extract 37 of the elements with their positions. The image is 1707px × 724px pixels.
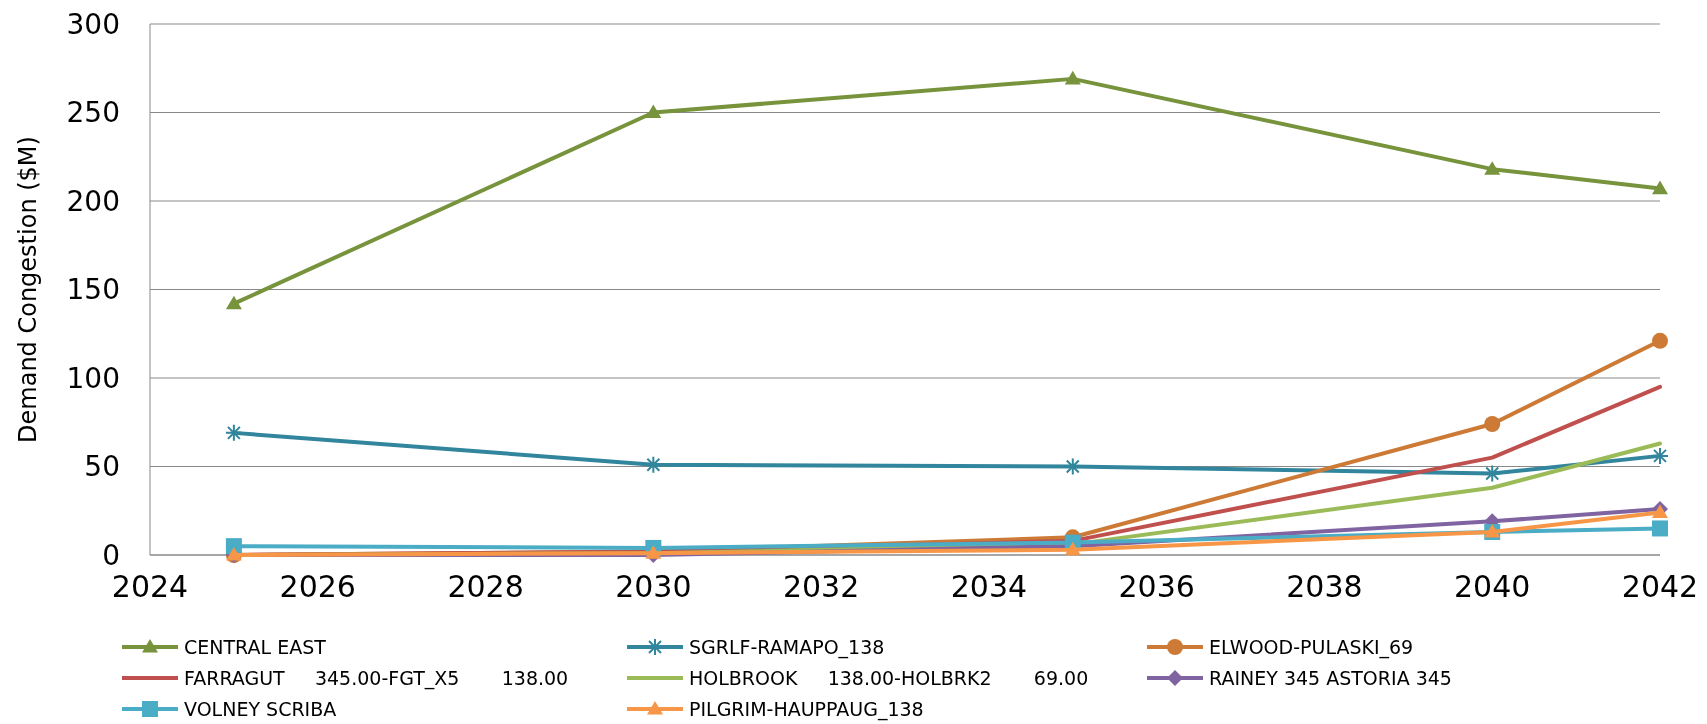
x-tick-label: 2034: [950, 569, 1028, 604]
point: [1484, 416, 1501, 433]
point: [1652, 332, 1668, 349]
point: [225, 295, 242, 310]
y-tick-label: 150: [66, 273, 120, 307]
point: [1064, 70, 1081, 85]
legend-label: VOLNEY SCRIBA: [184, 697, 337, 720]
point: [645, 104, 662, 119]
x-tick-label: 2028: [447, 569, 524, 604]
x-tick-label: 2024: [111, 569, 189, 604]
y-axis-title: Demand Congestion ($M): [14, 136, 42, 443]
point: [1484, 161, 1501, 175]
x-tick-label: 2040: [1454, 569, 1531, 604]
point: [1652, 180, 1668, 195]
legend-label: PILGRIM-HAUPPAUG_138: [689, 697, 924, 721]
x-tick-label: 2042: [1621, 569, 1699, 604]
y-tick-label: 250: [66, 96, 120, 130]
point: [1651, 446, 1669, 465]
y-tick-label: 300: [66, 7, 120, 41]
point: [224, 423, 243, 442]
x-tick-label: 2030: [615, 569, 692, 604]
legend-label: ELWOOD-PULASKI_69: [1209, 635, 1414, 659]
y-tick-label: 200: [66, 184, 120, 218]
point: [1652, 520, 1668, 537]
y-tick-label: 0: [102, 538, 120, 572]
x-tick-label: 2032: [782, 569, 860, 604]
x-tick-label: 2026: [279, 569, 356, 604]
point: [1483, 464, 1502, 483]
x-tick-label: 2038: [1286, 569, 1363, 604]
legend-label: CENTRAL EAST: [184, 635, 327, 658]
y-tick-label: 50: [84, 450, 120, 484]
x-tick-label: 2036: [1118, 569, 1195, 604]
legend-label: SGRLF-RAMAPO_138: [689, 635, 885, 659]
legend-label: FARRAGUT 345.00-FGT_X5 138.00: [184, 666, 569, 690]
legend-label: HOLBROOK 138.00-HOLBRK2 69.00: [689, 666, 1089, 689]
legend-label: RAINEY 345 ASTORIA 345: [1209, 666, 1452, 689]
y-tick-label: 100: [66, 361, 120, 395]
